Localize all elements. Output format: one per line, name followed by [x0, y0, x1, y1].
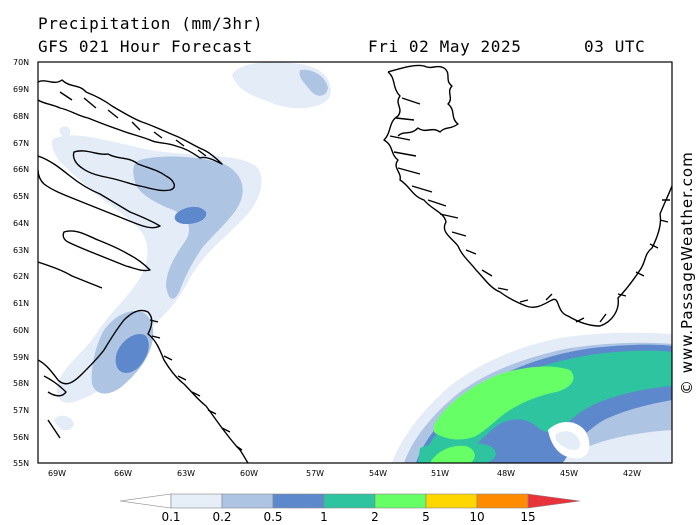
hudson-strait-south: [38, 261, 103, 289]
precip-band-2to5: [430, 366, 574, 463]
colorbar-tick: 0.2: [212, 510, 231, 524]
precip-peak-se: [434, 366, 574, 440]
lat-label: 68N: [13, 112, 29, 121]
lon-label: 57W: [306, 469, 324, 478]
lon-label: 45W: [560, 469, 578, 478]
colorbar-tick: 15: [520, 510, 535, 524]
lon-label: 54W: [369, 469, 387, 478]
lat-label: 60N: [13, 326, 29, 335]
colorbar-tick: 0.5: [263, 510, 282, 524]
lat-label: 58N: [13, 379, 29, 388]
lat-label: 55N: [13, 459, 29, 468]
coastlines: [38, 64, 672, 463]
map-area: [37, 61, 673, 464]
precip-cell-baffin: [174, 206, 207, 224]
lat-label: 70N: [13, 58, 29, 67]
baffin-island-coast: [38, 79, 223, 165]
colorbar-segment: [221, 493, 274, 509]
lon-label: 51W: [431, 469, 449, 478]
lat-label: 65N: [13, 192, 29, 201]
longitude-labels: 69W 66W 63W 60W 57W 54W 51W 48W 45W 42W: [48, 469, 641, 478]
lon-label: 48W: [497, 469, 515, 478]
map-title: Precipitation (mm/3hr): [38, 14, 264, 33]
precip-gap-inner: [555, 431, 581, 450]
forecast-label: GFS 021 Hour Forecast: [38, 37, 253, 56]
precip-core-se: [420, 350, 672, 463]
colorbar-segment: [476, 493, 529, 509]
lat-label: 63N: [13, 246, 29, 255]
colorbar-tick: 10: [469, 510, 484, 524]
precipitation-layer: [38, 62, 672, 463]
colorbar-segment: [323, 493, 376, 509]
cumberland-peninsula: [72, 150, 176, 192]
colorbar-legend: 0.1 0.2 0.5 1 2 5 10 15: [119, 493, 581, 524]
colorbar-segment: [527, 493, 581, 509]
colorbar-tick: 0.1: [161, 510, 180, 524]
precip-area-southwest: [54, 415, 74, 431]
baffin-southeast-coast: [38, 155, 161, 229]
lat-label: 67N: [13, 139, 29, 148]
colorbar-segment: [272, 493, 325, 509]
lon-label: 42W: [623, 469, 641, 478]
hudson-strait-north: [62, 230, 151, 272]
colorbar-segment: [119, 493, 172, 509]
lat-label: 56N: [13, 433, 29, 442]
latitude-labels: 70N 69N 68N 67N 66N 65N 64N 63N 62N 61N …: [13, 58, 29, 468]
lat-label: 69N: [13, 85, 29, 94]
colorbar-tick: 2: [371, 510, 379, 524]
labrador-inlet: [43, 375, 67, 397]
forecast-date: Fri 02 May 2025: [368, 37, 522, 56]
colorbar-tick: 1: [320, 510, 328, 524]
precip-peak-se-2: [430, 445, 475, 463]
lon-label: 69W: [48, 469, 66, 478]
greenland-coast-north: [387, 64, 459, 137]
lat-label: 61N: [13, 299, 29, 308]
lon-label: 66W: [114, 469, 132, 478]
colorbar-tick: 5: [422, 510, 430, 524]
baffin-island-fjords: [59, 91, 207, 157]
lat-label: 59N: [13, 353, 29, 362]
precip-cell-labrador: [115, 333, 149, 373]
newfoundland-north: [47, 419, 61, 439]
forecast-time: 03 UTC: [584, 37, 646, 56]
lat-label: 62N: [13, 272, 29, 281]
precip-area-small: [59, 126, 71, 137]
lat-label: 57N: [13, 406, 29, 415]
colorbar-segment: [374, 493, 427, 509]
lat-label: 64N: [13, 219, 29, 228]
map-frame: [37, 61, 673, 464]
lon-label: 60W: [240, 469, 258, 478]
lat-label: 66N: [13, 165, 29, 174]
colorbar-segment: [170, 493, 223, 509]
labrador-coast-detail: [149, 319, 243, 451]
precip-area-top-mid: [299, 69, 328, 96]
precip-area-baffin-mid: [133, 156, 243, 299]
lon-label: 63W: [177, 469, 195, 478]
colorbar-segment: [425, 493, 478, 509]
greenland-fjords: [389, 97, 670, 323]
